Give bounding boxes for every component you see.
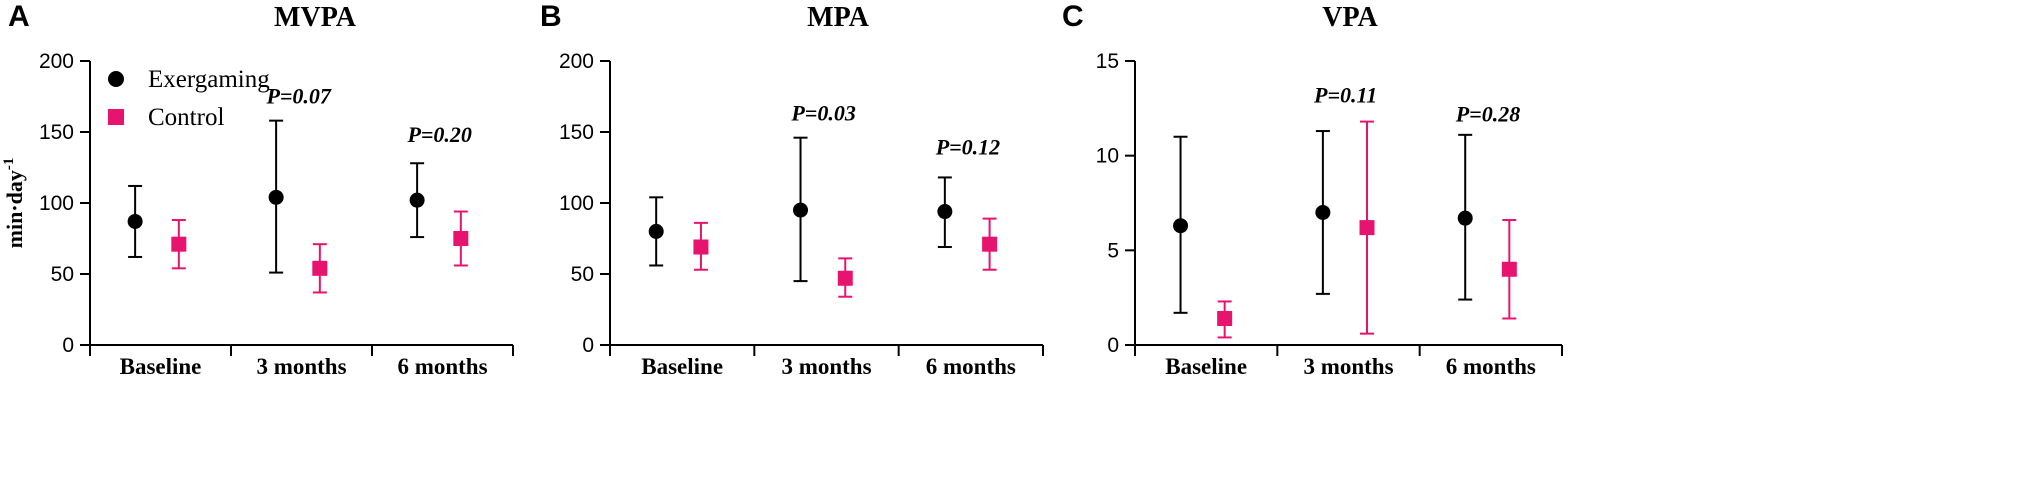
x-tick-label: Baseline <box>641 354 723 379</box>
legend-label-control: Control <box>148 104 224 131</box>
data-point <box>937 204 953 220</box>
p-value-annotation: P=0.07 <box>265 84 331 109</box>
p-value-annotation: P=0.11 <box>1313 83 1377 108</box>
data-point <box>127 213 143 229</box>
chart-title: VPA <box>1322 2 1378 33</box>
y-axis-label-base: min·day <box>2 170 27 248</box>
series-control <box>693 217 998 298</box>
x-tick-label: Baseline <box>1165 354 1247 379</box>
series-control <box>171 210 469 294</box>
legend: Exergaming Control <box>108 66 270 131</box>
data-point <box>1501 261 1517 277</box>
legend-marker-control <box>108 109 124 125</box>
p-value-annotation: P=0.20 <box>406 122 471 147</box>
y-tick-label: 50 <box>51 263 74 286</box>
y-tick-label: 0 <box>1107 334 1119 357</box>
y-tick-label: 50 <box>571 263 594 286</box>
data-point <box>1315 204 1331 220</box>
panel-letter: B <box>540 0 562 33</box>
data-point <box>648 223 664 239</box>
x-tick-label: 6 months <box>397 354 487 379</box>
y-tick-label: 150 <box>39 121 74 144</box>
legend-marker-exergaming <box>108 71 124 87</box>
y-tick-label: 5 <box>1107 239 1119 262</box>
data-point <box>409 192 425 208</box>
y-tick-label: 0 <box>62 334 74 357</box>
p-value-annotation: P=0.03 <box>790 101 855 126</box>
series-control <box>1217 120 1517 339</box>
data-point <box>453 231 469 246</box>
data-point <box>268 189 284 205</box>
x-tick-label: 3 months <box>781 354 871 379</box>
x-tick-label: 3 months <box>256 354 346 379</box>
y-tick-label: 200 <box>39 50 74 73</box>
y-tick-label: 10 <box>1096 145 1119 168</box>
data-point <box>1359 220 1375 236</box>
data-point <box>793 202 809 218</box>
data-point <box>312 260 328 276</box>
x-tick-label: 6 months <box>926 354 1016 379</box>
series-exergaming <box>127 119 425 274</box>
y-axis-label-text: min·day-1 <box>1 158 27 249</box>
chart-title: MVPA <box>274 2 357 33</box>
y-axis-label: min·day-1 <box>1 158 27 249</box>
y-axis-label-superscript: -1 <box>1 158 17 171</box>
data-point <box>982 236 998 252</box>
panel-b: B MPA 0 50 100 150 200 Baseline 3 months 6 months… <box>540 0 1044 379</box>
y-tick-label: 100 <box>559 192 594 215</box>
y-tick-label: 15 <box>1096 50 1119 73</box>
p-value-annotation: P=0.28 <box>1455 102 1520 127</box>
data-point <box>837 270 853 286</box>
panel-a: A MVPA 0 50 100 150 200 Baseline 3 months 6 month… <box>8 0 514 379</box>
y-tick-label: 0 <box>582 334 594 357</box>
y-tick-label: 150 <box>559 121 594 144</box>
panel-letter: A <box>8 0 30 33</box>
data-point <box>1217 310 1233 326</box>
y-tick-label: 200 <box>559 50 594 73</box>
data-point <box>1173 218 1189 234</box>
data-point <box>1457 210 1473 226</box>
data-point <box>171 236 187 252</box>
p-value-annotation: P=0.12 <box>935 135 1000 160</box>
data-point <box>693 239 709 255</box>
x-tick-label: Baseline <box>120 354 202 379</box>
x-tick-label: 6 months <box>1446 354 1536 379</box>
legend-label-exergaming: Exergaming <box>148 66 270 93</box>
series-exergaming <box>1173 130 1473 314</box>
panel-c: C VPA 0 5 10 15 Baseline 3 months 6 months P=0.11… <box>1062 0 1563 379</box>
series-exergaming <box>648 136 953 283</box>
y-tick-label: 100 <box>39 192 74 215</box>
x-tick-label: 3 months <box>1303 354 1393 379</box>
chart-title: MPA <box>807 2 869 33</box>
panel-letter: C <box>1062 0 1084 33</box>
